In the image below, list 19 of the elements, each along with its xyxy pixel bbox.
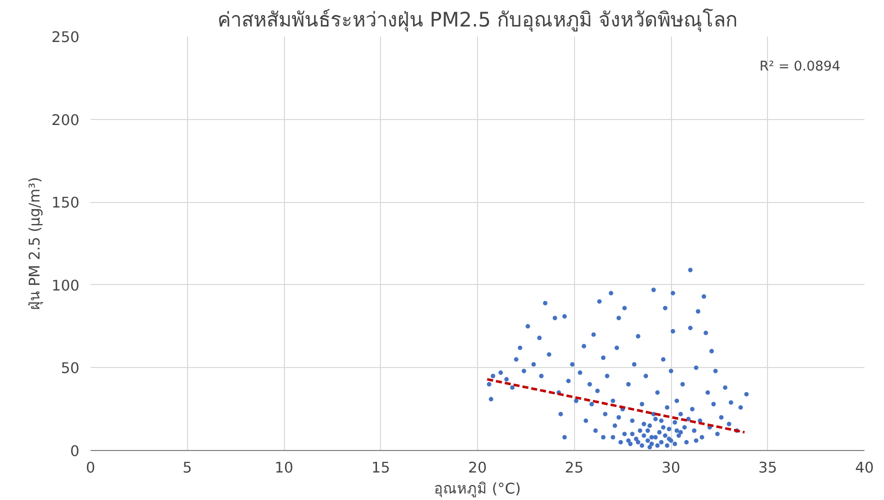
annotation: R² = 0.0894: [760, 60, 840, 74]
y-tick-label: 100: [52, 277, 80, 294]
y-tick-label: 0: [70, 443, 80, 460]
x-tick-label: 35: [758, 460, 778, 476]
y-tick-label: 150: [52, 194, 80, 212]
chart-title: ค่าสหสัมพันธ์ระหว่างฝุ่น PM2.5 กับอุณหภูมิ จังหวัดพิษณุโลก: [217, 8, 738, 32]
x-tick-label: 15: [371, 460, 390, 476]
y-tick-label: 250: [52, 29, 80, 46]
x-axis-title: อุณหภูมิ (°C): [434, 480, 521, 498]
y-tick-label: 50: [60, 360, 80, 378]
x-tick-label: 20: [468, 460, 487, 476]
x-tick-label: 30: [662, 460, 680, 476]
x-tick-label: 0: [86, 460, 96, 476]
x-tick-label: 40: [855, 460, 874, 476]
x-tick-label: 10: [274, 460, 294, 476]
x-tick-label: 5: [182, 460, 192, 476]
y-tick-label: 200: [52, 112, 80, 129]
x-tick-label: 25: [564, 460, 584, 476]
y-axis-title: ฝุ่น PM 2.5 (µg/m³): [26, 177, 44, 310]
